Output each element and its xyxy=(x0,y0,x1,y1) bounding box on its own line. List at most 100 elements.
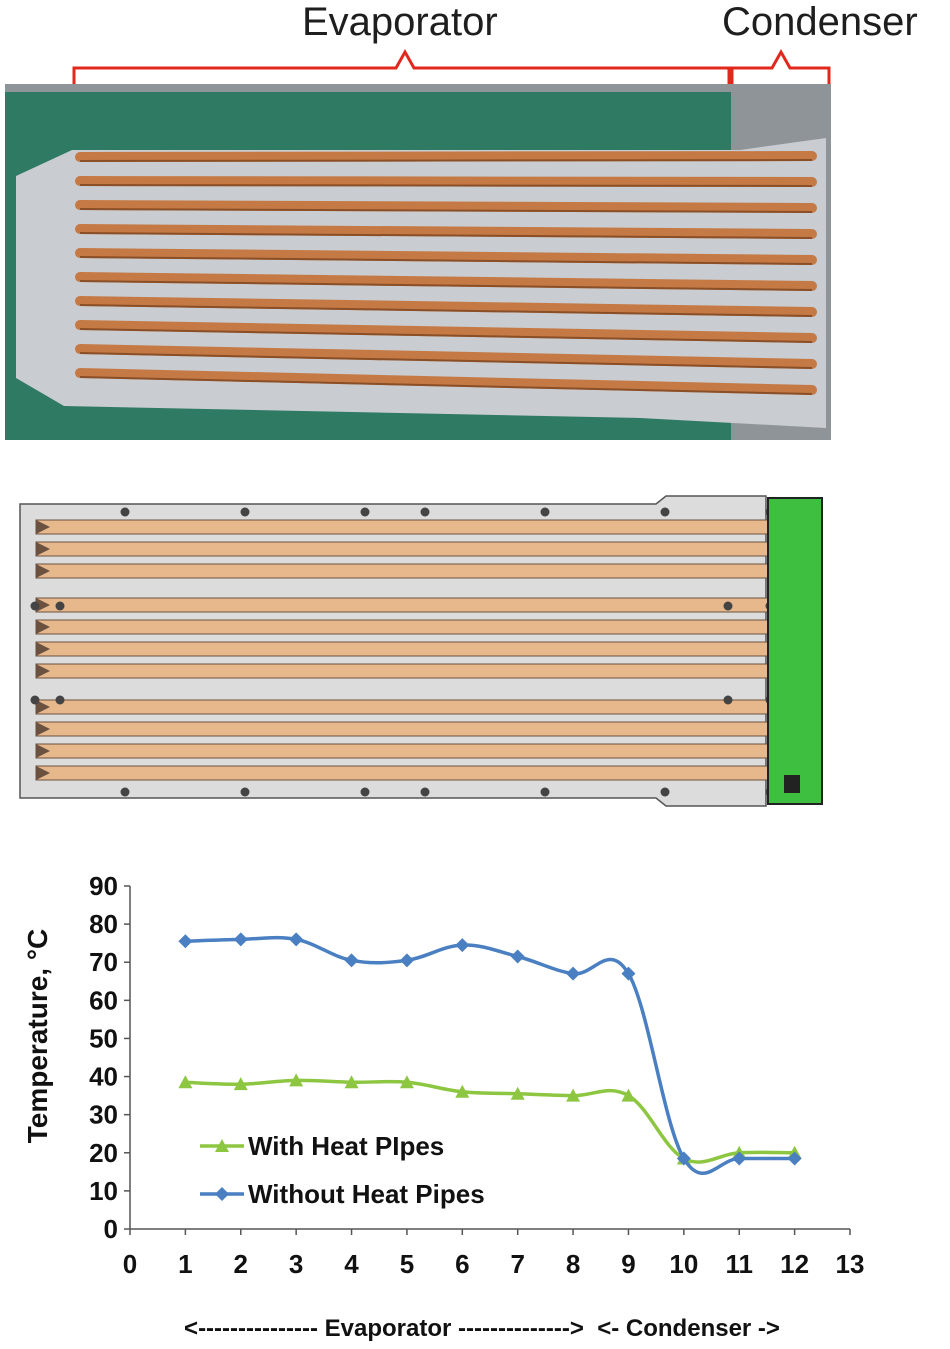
schematic-heat-pipe xyxy=(35,563,769,579)
schematic-pipe-end xyxy=(36,620,50,634)
condenser-bracket xyxy=(730,48,831,84)
y-tick-label: 80 xyxy=(89,909,118,939)
x-axis-label: <--------------- Evaporator ------------… xyxy=(184,1315,780,1342)
schematic-heat-pipe xyxy=(35,519,769,535)
data-point xyxy=(233,1077,248,1091)
photo-heat-pipe-shadow xyxy=(79,280,813,291)
schematic-bolt xyxy=(420,507,430,517)
y-axis-label: Temperature, °C xyxy=(22,929,53,1144)
schematic-heat-pipe xyxy=(35,765,769,781)
photo-heat-pipe-shadow xyxy=(79,376,813,395)
heat-pipe-panel-schematic xyxy=(19,495,823,807)
photo-heat-pipe xyxy=(75,151,817,162)
schematic-bolt xyxy=(723,601,733,611)
photo-heat-pipe xyxy=(75,296,817,317)
schematic-bolt xyxy=(660,507,670,517)
data-point xyxy=(566,1088,581,1102)
photo-heat-pipe-shadow xyxy=(79,304,813,317)
x-tick-label: 1 xyxy=(178,1249,192,1279)
y-tick-label: 40 xyxy=(89,1062,118,1092)
photo-heat-pipe-shadow xyxy=(79,256,813,265)
data-point xyxy=(566,966,581,981)
schematic-pipe-end xyxy=(36,598,50,612)
photo-heat-pipe xyxy=(75,224,817,239)
photo-heat-pipe xyxy=(75,200,817,213)
data-point xyxy=(621,966,636,981)
x-tick-label: 11 xyxy=(725,1249,753,1279)
schematic-heat-pipe xyxy=(35,541,769,557)
data-point xyxy=(399,953,414,968)
condenser-connector xyxy=(784,775,800,793)
photo-heat-pipe-shadow xyxy=(79,208,813,213)
evaporator-label: Evaporator xyxy=(302,0,498,44)
y-tick-label: 10 xyxy=(89,1176,118,1206)
y-tick-label: 0 xyxy=(104,1214,118,1244)
chart-legend: With Heat PIpes Without Heat Pipes xyxy=(200,1131,485,1209)
data-point xyxy=(787,1151,802,1166)
photo-heat-pipe xyxy=(75,248,817,265)
y-tick-label: 70 xyxy=(89,947,118,977)
data-point xyxy=(178,934,193,949)
x-tick-label: 13 xyxy=(836,1249,865,1279)
x-tick-label: 6 xyxy=(455,1249,469,1279)
schematic-heat-pipe xyxy=(35,743,769,759)
y-tick-label: 20 xyxy=(89,1138,118,1168)
photo-heat-pipe-shadow xyxy=(79,328,813,343)
schematic-heat-pipe xyxy=(35,663,769,679)
y-tick-label: 60 xyxy=(89,985,118,1015)
x-tick-label: 4 xyxy=(344,1249,359,1279)
schematic-bolt xyxy=(55,601,65,611)
x-tick-label: 10 xyxy=(669,1249,698,1279)
x-tick-label: 3 xyxy=(289,1249,303,1279)
schematic-pipe-end xyxy=(36,700,50,714)
y-tick-label: 30 xyxy=(89,1100,118,1130)
y-tick-label: 90 xyxy=(89,871,118,901)
legend-label: Without Heat Pipes xyxy=(248,1179,485,1209)
photo-heat-pipe xyxy=(75,368,817,395)
data-point xyxy=(233,932,248,947)
schematic-heat-pipe xyxy=(35,597,769,613)
data-point xyxy=(289,1073,304,1087)
evaporator-bracket xyxy=(72,48,731,84)
schematic-bolt xyxy=(30,695,40,705)
schematic-bolt xyxy=(30,601,40,611)
legend-label: With Heat PIpes xyxy=(248,1131,444,1161)
x-tick-label: 8 xyxy=(566,1249,580,1279)
schematic-heat-pipe xyxy=(35,699,769,715)
schematic-pipe-end xyxy=(36,564,50,578)
photo-heat-pipe-shadow xyxy=(79,159,813,162)
data-point xyxy=(344,953,359,968)
schematic-pipe-end xyxy=(36,766,50,780)
x-tick-label: 12 xyxy=(780,1249,809,1279)
schematic-bolt xyxy=(540,787,550,797)
schematic-bolt xyxy=(360,787,370,797)
data-point xyxy=(621,1088,636,1102)
schematic-bolt xyxy=(240,507,250,517)
photo-heat-pipe-shadow xyxy=(79,232,813,239)
series-without-heat-pipes xyxy=(178,932,802,1175)
legend-swatch-marker xyxy=(215,1187,229,1201)
data-point xyxy=(455,938,470,953)
x-tick-label: 2 xyxy=(234,1249,248,1279)
schematic-bolt xyxy=(360,507,370,517)
y-tick-label: 50 xyxy=(89,1023,118,1053)
heat-pipe-panel-photo xyxy=(5,48,831,440)
data-point xyxy=(510,949,525,964)
data-point xyxy=(732,1151,747,1166)
schematic-pipe-end xyxy=(36,642,50,656)
data-point xyxy=(344,1075,359,1089)
schematic-pipe-end xyxy=(36,664,50,678)
schematic-bolt xyxy=(55,695,65,705)
schematic-heat-pipe xyxy=(35,721,769,737)
x-tick-label: 9 xyxy=(621,1249,635,1279)
data-point xyxy=(455,1084,470,1098)
data-point xyxy=(510,1086,525,1100)
schematic-heat-pipe xyxy=(35,619,769,635)
x-tick-label: 0 xyxy=(123,1249,137,1279)
data-point xyxy=(676,1151,691,1166)
x-tick-label: 5 xyxy=(400,1249,414,1279)
photo-heat-pipe xyxy=(75,272,817,291)
schematic-bolt xyxy=(660,787,670,797)
schematic-pipe-end xyxy=(36,744,50,758)
schematic-bolt xyxy=(723,695,733,705)
